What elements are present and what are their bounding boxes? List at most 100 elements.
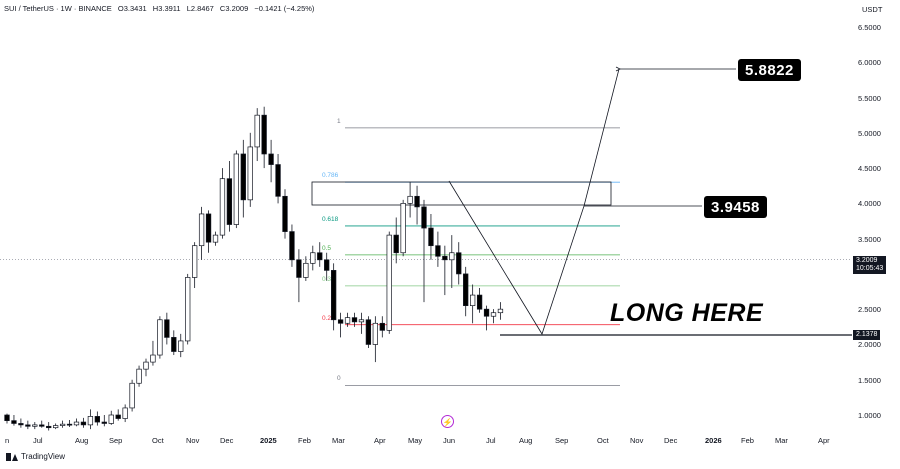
candle-body [164,319,170,338]
change-value: −0.1421 (−4.25%) [254,4,315,13]
long-here-text[interactable]: LONG HERE [610,299,764,327]
candle-body [379,322,385,331]
price-label: 1.5000 [858,375,881,385]
candle-body [46,425,52,429]
candle-body [289,231,295,261]
tradingview-logo[interactable]: TradingView [6,452,65,461]
time-label: Feb [298,436,311,445]
candle-body [87,416,94,426]
price-label: 4.0000 [858,199,881,209]
candle-body [52,425,59,429]
candle-body [4,414,10,421]
time-label: May [408,436,423,445]
candle-body [32,424,38,427]
candle-body [18,423,24,426]
price-label: 5.5000 [858,93,881,103]
candle-body [476,294,483,310]
price-label: 5.0000 [858,128,881,138]
candle-body [143,361,149,370]
symbol-title[interactable]: SUI / TetherUS · 1W · BINANCE [4,4,112,13]
fib-level-label: 0 [337,375,341,383]
candle-body [39,424,45,427]
candle-body [351,317,358,323]
candle-body [414,195,420,208]
candle-body [11,420,17,424]
target-high-callout[interactable]: 5.8822 [738,59,801,81]
time-label: 2025 [260,436,277,445]
candle-body [185,277,191,342]
fib-level-label: 0.618 [322,215,339,223]
bar-countdown: 10:05:43 [856,265,884,272]
low-value: L2.8467 [186,4,214,13]
projection-path [448,68,620,335]
candle-body [233,153,240,225]
time-label: Nov [186,436,200,445]
current-price-tag: 3.2009 10:05:43 [853,256,887,274]
current-price-value: 3.2009 [856,257,878,264]
candle-body [449,252,455,261]
candle-body [247,146,253,201]
candle-body [192,245,198,278]
time-label: Aug [519,436,533,445]
candle-body [303,262,309,278]
candle-body [497,308,504,314]
candle-body [219,178,226,236]
candle-body [331,270,337,321]
candle-body [275,164,281,197]
fib-level-label: 0.3 [322,275,332,283]
lightning-event-icon[interactable]: ⚡ [441,415,454,428]
time-label: Sep [555,436,569,445]
arrow-head-icon [615,66,621,72]
candle-body [344,317,351,324]
candle-body [73,421,80,426]
candle-body [178,340,184,352]
candle-body [94,416,101,423]
candle-body [150,354,156,363]
candle-body [157,319,163,356]
candle-body [463,273,469,307]
fib-level-label: 1 [337,117,341,125]
candle-body [136,368,142,384]
time-label: 2026 [705,436,722,445]
time-label: Mar [332,436,345,445]
close-value: C3.2009 [219,4,249,13]
price-label: 6.5000 [858,23,881,32]
candle-body [400,203,406,254]
candle-body [261,114,267,155]
candle-body [59,423,66,426]
time-label: Sep [109,436,123,445]
candle-body [456,252,462,275]
candle-body [324,259,330,271]
candle-body [310,252,316,264]
price-axis-currency[interactable]: USDT [862,5,883,14]
candlestick-series [4,106,504,431]
price-label: 4.5000 [858,164,881,174]
candle-body [198,213,205,247]
resistance-zone [311,181,612,206]
time-label: Jun [443,436,456,445]
time-label: Mar [775,436,788,445]
price-label: 3.5000 [858,234,881,244]
target-mid-callout[interactable]: 3.9458 [704,196,767,218]
candle-body [372,322,378,345]
candle-body [490,312,497,317]
time-label: Apr [374,436,386,445]
candle-body [442,255,448,261]
symbol-header: SUI / TetherUS · 1W · BINANCE O3.3431 H3… [4,4,318,13]
candle-body [122,407,128,419]
candle-body [226,178,233,225]
time-label: Nov [630,436,644,445]
candle-body [108,414,114,424]
time-label: Dec [664,436,678,445]
candle-body [25,424,31,427]
brand-name: TradingView [21,452,66,461]
price-label: 2.0000 [858,340,881,350]
candle-body [393,234,399,254]
time-label: Apr [818,436,830,445]
candle-body [240,153,246,201]
time-label: Oct [597,436,609,445]
time-label: Oct [152,436,164,445]
fib-level-label: 0.5 [322,244,332,252]
fib-level-label: 0.2 [322,314,332,322]
